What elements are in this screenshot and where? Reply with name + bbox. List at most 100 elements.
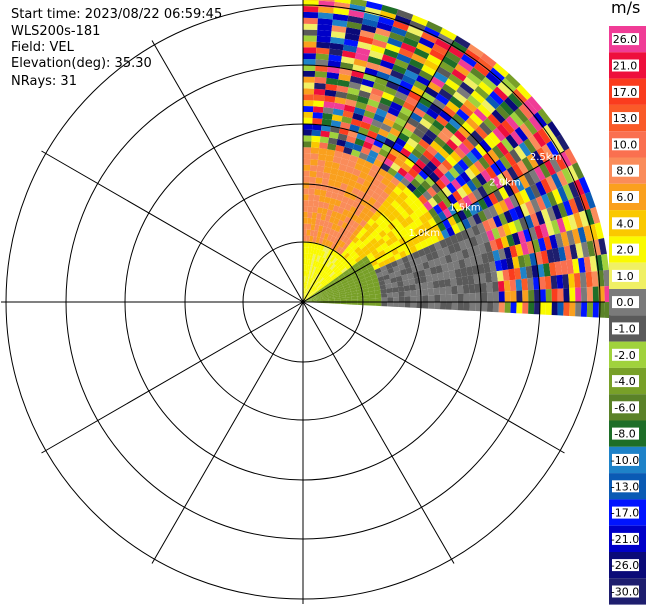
range-gate	[311, 218, 317, 225]
range-gate	[381, 254, 389, 262]
range-gate	[358, 242, 366, 250]
range-gate	[397, 286, 405, 292]
range-gate	[557, 302, 564, 316]
range-gate	[403, 122, 417, 133]
range-gate	[315, 177, 323, 184]
range-gate	[344, 203, 352, 212]
range-gate	[303, 164, 311, 171]
range-gate	[585, 271, 593, 288]
range-gate	[395, 275, 403, 282]
range-gate	[310, 159, 318, 166]
range-gate	[346, 277, 354, 283]
range-gate	[354, 265, 361, 272]
range-gate	[580, 302, 588, 317]
range-gate	[393, 297, 399, 302]
range-gate	[451, 68, 467, 82]
range-gate	[538, 276, 546, 290]
range-gate	[440, 27, 457, 41]
range-gate	[320, 213, 327, 221]
range-gate	[376, 153, 387, 163]
range-gate	[366, 155, 376, 164]
range-gate	[325, 287, 332, 292]
range-gate	[303, 88, 315, 95]
range-gate	[449, 234, 459, 245]
range-gate	[366, 130, 378, 140]
range-gate	[357, 302, 364, 306]
range-gate	[366, 234, 375, 242]
range-gate	[306, 265, 309, 271]
colorbar-tick-label: 8.0	[616, 165, 634, 178]
range-gate	[303, 117, 313, 124]
range-gate	[310, 153, 319, 160]
range-gate	[457, 293, 464, 302]
range-gate	[387, 37, 403, 48]
range-gate	[503, 280, 511, 292]
range-gate	[537, 264, 545, 278]
range-gate	[367, 266, 375, 273]
range-gate	[501, 137, 514, 153]
range-gate	[483, 135, 497, 149]
range-gate	[426, 54, 443, 67]
range-gate	[442, 197, 453, 209]
range-gate	[492, 302, 499, 313]
range-gate	[420, 180, 432, 191]
range-gate	[527, 96, 543, 112]
range-gate	[493, 202, 504, 216]
range-gate	[534, 289, 541, 302]
range-gate	[386, 230, 395, 239]
range-gate	[487, 302, 494, 312]
range-gate	[395, 137, 407, 148]
range-gate	[417, 248, 426, 257]
range-gate	[310, 147, 320, 154]
range-gate	[344, 32, 360, 42]
range-gate	[584, 208, 595, 226]
range-gate	[331, 114, 343, 122]
range-gate	[354, 182, 363, 191]
range-gate	[491, 109, 506, 124]
range-gate	[383, 157, 394, 168]
range-gate	[324, 284, 331, 290]
range-gate	[495, 105, 510, 120]
range-gate	[459, 81, 475, 95]
range-gate	[315, 282, 320, 288]
range-gate	[348, 226, 356, 234]
range-gate	[303, 194, 309, 201]
range-gate	[360, 24, 377, 34]
range-gate	[401, 74, 416, 86]
range-gate	[496, 141, 510, 156]
range-gate	[509, 194, 520, 208]
range-gate	[450, 277, 457, 287]
range-gate	[524, 214, 535, 229]
range-gate	[340, 277, 347, 283]
range-gate	[409, 58, 424, 70]
range-gate	[393, 157, 405, 168]
range-gate	[603, 269, 611, 287]
range-gate	[560, 231, 570, 247]
range-gate	[394, 116, 407, 128]
range-gate	[308, 259, 312, 266]
range-gate	[308, 182, 316, 189]
range-gate	[387, 267, 395, 275]
range-gate	[354, 138, 365, 147]
range-gate	[426, 227, 436, 237]
range-gate	[416, 184, 427, 195]
range-gate	[379, 213, 388, 222]
range-gate	[421, 230, 431, 240]
range-gate	[411, 14, 429, 27]
range-gate	[475, 254, 484, 265]
range-gate	[362, 288, 369, 293]
range-gate	[350, 290, 358, 295]
range-gate	[470, 67, 486, 82]
range-gate	[312, 266, 317, 273]
range-gate	[481, 302, 488, 312]
range-gate	[439, 287, 446, 295]
range-gate	[303, 53, 316, 60]
range-gate	[376, 256, 384, 264]
range-gate	[456, 108, 470, 122]
range-gate	[488, 205, 499, 218]
range-gate	[579, 193, 591, 211]
range-gate	[396, 9, 414, 21]
range-gate	[343, 104, 356, 113]
range-gate	[506, 234, 515, 247]
range-gate	[470, 130, 484, 144]
